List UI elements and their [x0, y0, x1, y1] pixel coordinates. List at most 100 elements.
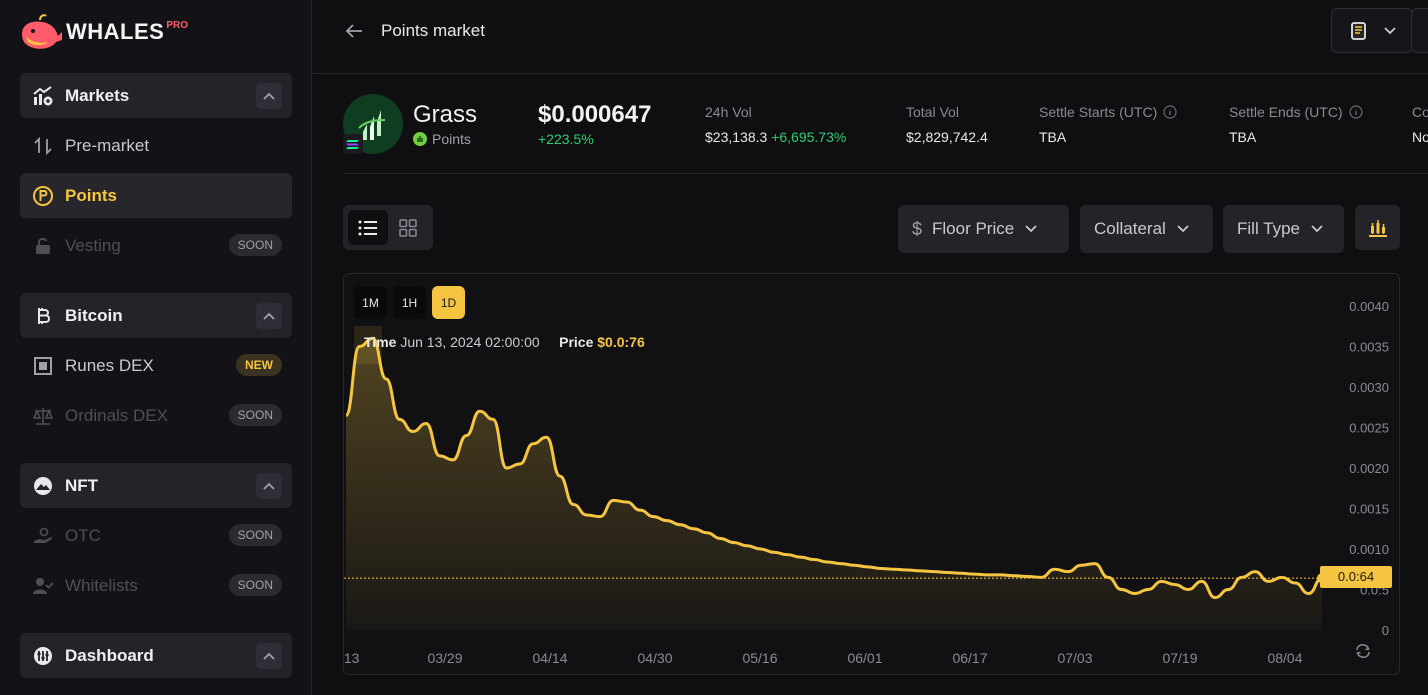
soon-badge: SOON: [228, 574, 282, 596]
y-tick-label: 0.0015: [1349, 502, 1389, 517]
stat-label: Co: [1412, 104, 1428, 120]
current-price-label: 0.0:64: [1320, 566, 1392, 588]
timeframe-1d-button[interactable]: 1D: [432, 286, 465, 319]
price-area-fill: [346, 338, 1322, 630]
fill-type-dropdown[interactable]: Fill Type: [1223, 205, 1344, 253]
brand-name: WHALES: [66, 19, 165, 44]
sidebar-item-runes-dex[interactable]: Runes DEX NEW: [20, 343, 292, 388]
chart-toggle-button[interactable]: [1355, 205, 1400, 250]
stat-total-vol: Total Vol $2,829,742.4: [906, 104, 988, 145]
sidebar-item-label: Whitelists: [65, 575, 138, 595]
x-tick-label: 06/01: [847, 650, 882, 666]
account-button[interactable]: [1411, 8, 1428, 53]
sidebar-item-vesting[interactable]: Vesting SOON: [20, 223, 292, 268]
info-icon[interactable]: [1348, 105, 1363, 119]
collateral-dropdown[interactable]: Collateral: [1080, 205, 1213, 253]
stat-value: TBA: [1039, 129, 1067, 145]
price-series-line: [344, 336, 1323, 600]
stat-label-row: Settle Ends (UTC): [1229, 104, 1363, 120]
soon-badge: SOON: [228, 404, 282, 426]
price-chart[interactable]: 0.0040 0.0035 0.0030 0.0025 0.0020 0.0015 0.00…: [343, 273, 1400, 675]
y-tick-label: 0.0025: [1349, 421, 1389, 436]
sidebar-item-label: OTC: [65, 525, 101, 545]
history-menu-button[interactable]: [1331, 8, 1413, 53]
tooltip-price-value: $0.0:76: [597, 334, 645, 350]
stat-value: No: [1412, 129, 1428, 145]
token-price: $0.000647: [538, 101, 652, 128]
grass-small-icon: [413, 132, 427, 146]
top-bar: Points market: [313, 0, 1428, 74]
sidebar-item-whitelists[interactable]: Whitelists SOON: [20, 563, 292, 608]
chevron-up-icon[interactable]: [256, 83, 282, 109]
grid-view-button[interactable]: [388, 210, 428, 245]
nft-image-icon: [32, 475, 54, 497]
back-arrow-icon[interactable]: [343, 20, 365, 42]
y-tick-label: 0: [1382, 623, 1389, 638]
section-dashboard-label: Dashboard: [65, 645, 154, 665]
sidebar-item-ordinals-dex[interactable]: Ordinals DEX SOON: [20, 393, 292, 438]
sidebar-item-label: Pre-market: [65, 135, 150, 155]
sidebar-item-points[interactable]: Points: [20, 173, 292, 218]
view-toggle: [343, 205, 433, 250]
refresh-icon[interactable]: [1354, 642, 1372, 660]
brand-logo[interactable]: WHALES PRO: [18, 10, 188, 54]
token-header: Grass Points $0.000647 +223.5% 24h Vol $…: [343, 92, 1428, 174]
sidebar-item-label: Runes DEX: [65, 355, 154, 375]
section-bitcoin-label: Bitcoin: [65, 305, 123, 325]
chevron-up-icon[interactable]: [256, 643, 282, 669]
token-type: Points: [413, 131, 471, 147]
sidebar-item-otc[interactable]: OTC SOON: [20, 513, 292, 558]
y-tick-label: 0.0030: [1349, 380, 1389, 395]
grid-icon: [399, 218, 417, 237]
section-bitcoin[interactable]: Bitcoin: [20, 293, 292, 338]
new-badge: NEW: [236, 354, 282, 376]
page-title: Points market: [381, 21, 485, 40]
section-nft-label: NFT: [65, 475, 99, 495]
stat-label-row: Settle Starts (UTC): [1039, 104, 1177, 120]
timeframe-1m-button[interactable]: 1M: [354, 286, 387, 319]
section-nft[interactable]: NFT: [20, 463, 292, 508]
scroll-icon: [1351, 21, 1366, 40]
hover-highlight: [354, 326, 382, 364]
swap-arrows-icon: [32, 135, 54, 157]
price-change: +223.5%: [538, 131, 594, 147]
section-dashboard[interactable]: Dashboard: [20, 633, 292, 678]
tooltip-time-label: Time: [364, 334, 397, 350]
timeframe-1h-button[interactable]: 1H: [393, 286, 426, 319]
sidebar: WHALES PRO Markets Pre-market Points Ves…: [0, 0, 312, 695]
sidebar-item-label: Ordinals DEX: [65, 405, 168, 425]
stat-settle-starts: Settle Starts (UTC) TBA: [1039, 104, 1177, 145]
list-view-button[interactable]: [348, 210, 388, 245]
markets-icon: [32, 85, 54, 107]
hand-coin-icon: [32, 525, 54, 547]
stat-delta: +6,695.73%: [771, 129, 847, 145]
info-icon[interactable]: [1163, 105, 1177, 119]
stat-label: Total Vol: [906, 104, 959, 120]
x-tick-label: /13: [344, 650, 360, 666]
section-markets-label: Markets: [65, 85, 130, 105]
section-markets[interactable]: Markets: [20, 73, 292, 118]
x-tick-label: 06/17: [952, 650, 987, 666]
floor-price-dropdown[interactable]: $ Floor Price: [898, 205, 1069, 253]
price-chart-svg[interactable]: 0.0040 0.0035 0.0030 0.0025 0.0020 0.0015 0.00…: [344, 274, 1400, 675]
x-tick-label: 07/19: [1162, 650, 1197, 666]
chevron-up-icon[interactable]: [256, 303, 282, 329]
filter-label: Fill Type: [1237, 219, 1300, 238]
tooltip-price-label: Price: [559, 334, 594, 350]
x-tick-label: 04/30: [637, 650, 672, 666]
stat-24h-vol: 24h Vol $23,138.3 +6,695.73%: [705, 104, 846, 145]
x-tick-label: 07/03: [1057, 650, 1092, 666]
token-type-label: Points: [432, 131, 471, 147]
x-tick-label: 04/14: [532, 650, 567, 666]
dollar-icon: $: [912, 218, 923, 239]
filter-label: Collateral: [1094, 219, 1166, 238]
bitcoin-icon: [32, 305, 54, 327]
whale-logo-icon: [22, 14, 62, 49]
sidebar-item-pre-market[interactable]: Pre-market: [20, 123, 292, 168]
tooltip-time-value: Jun 13, 2024 02:00:00: [400, 334, 540, 350]
chevron-up-icon[interactable]: [256, 473, 282, 499]
points-coin-icon: [32, 185, 54, 207]
stat-value-text: $23,138.3: [705, 129, 768, 145]
solana-chain-icon: [343, 134, 363, 154]
y-tick-label: 0.0035: [1349, 340, 1389, 355]
